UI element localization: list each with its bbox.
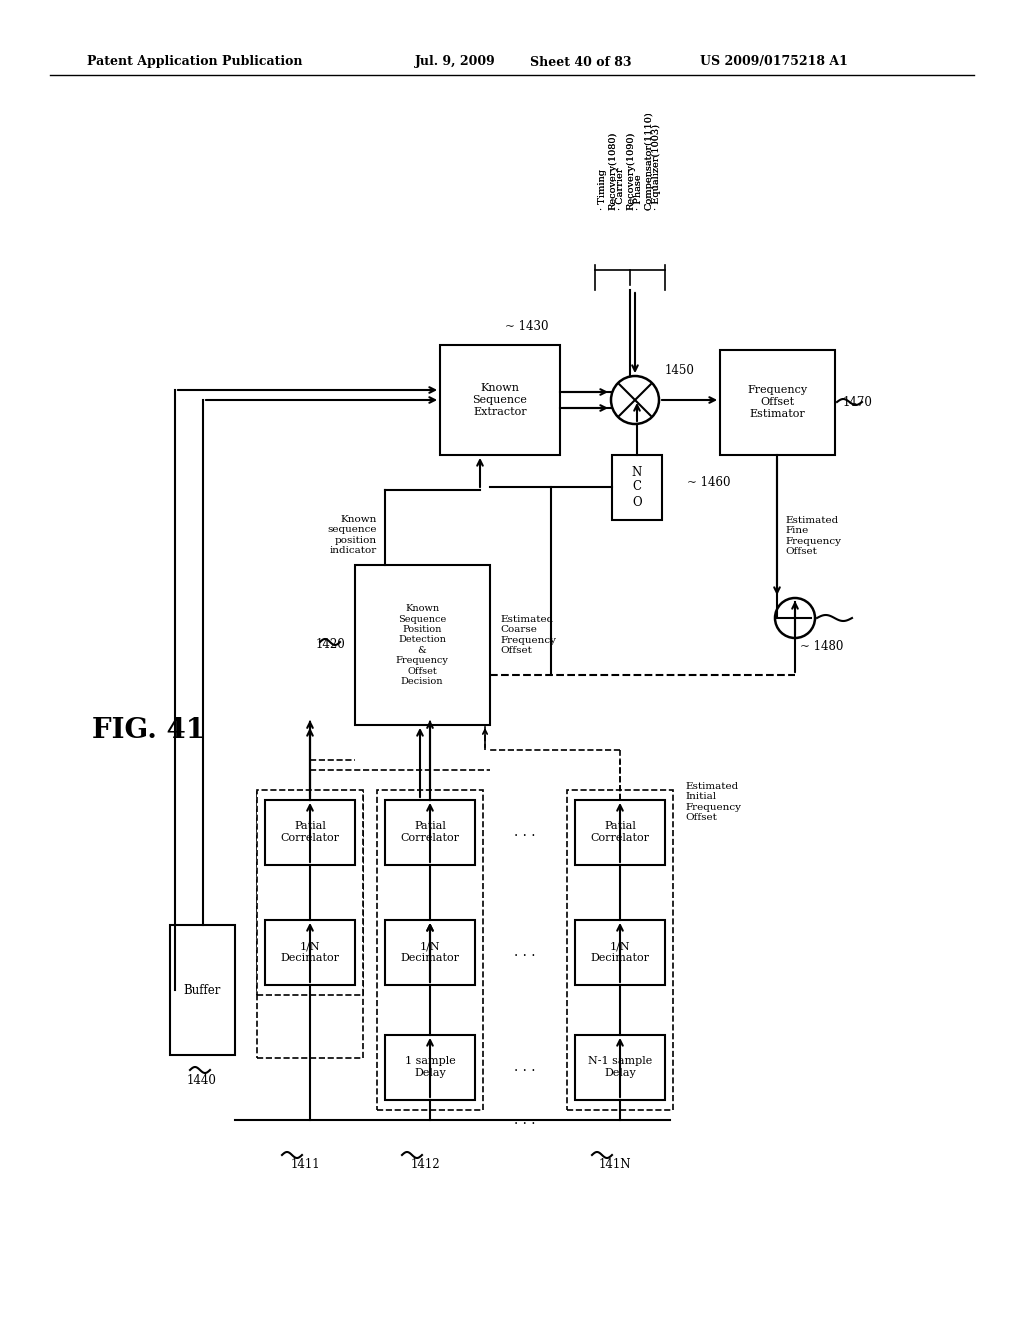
Text: . . .: . . . [514, 1113, 536, 1127]
Bar [612, 455, 662, 520]
Text: N
C
O: N C O [632, 466, 642, 508]
Text: Frequency
Offset
Estimator: Frequency Offset Estimator [746, 385, 807, 418]
Text: · Timing
Recovery(1080): · Timing Recovery(1080) [598, 132, 617, 210]
Text: 1450: 1450 [665, 363, 695, 376]
Bar [355, 565, 490, 725]
Bar [720, 350, 835, 455]
Bar [265, 800, 355, 865]
Text: · Equalizer(1003): · Equalizer(1003) [652, 124, 662, 210]
Text: 1/N
Decimator: 1/N Decimator [400, 941, 460, 962]
Text: Patent Application Publication: Patent Application Publication [87, 55, 302, 69]
Text: Patial
Correlator: Patial Correlator [400, 821, 460, 842]
Bar [257, 792, 362, 1059]
Text: Sheet 40 of 83: Sheet 40 of 83 [530, 55, 632, 69]
Text: Estimated
Initial
Frequency
Offset: Estimated Initial Frequency Offset [685, 781, 741, 822]
Text: Estimated
Fine
Frequency
Offset: Estimated Fine Frequency Offset [785, 516, 841, 556]
Text: Known
Sequence
Position
Detection
&
Frequency
Offset
Decision: Known Sequence Position Detection & Freq… [395, 605, 449, 686]
Text: FIG. 41: FIG. 41 [92, 717, 205, 743]
Text: · Phase
Compensator(1110): · Phase Compensator(1110) [634, 111, 653, 210]
Bar [385, 1035, 475, 1100]
Bar [385, 920, 475, 985]
Text: · Carrier
Recovery(1090): · Carrier Recovery(1090) [616, 132, 636, 210]
Text: 1/N
Decimator: 1/N Decimator [281, 941, 340, 962]
Text: ~ 1460: ~ 1460 [687, 475, 730, 488]
Text: 1470: 1470 [843, 396, 872, 408]
Text: 1411: 1411 [290, 1159, 319, 1172]
Bar [440, 345, 560, 455]
Bar [170, 925, 234, 1055]
Text: 1/N
Decimator: 1/N Decimator [591, 941, 649, 962]
Text: Buffer: Buffer [183, 983, 221, 997]
Bar [575, 800, 665, 865]
Bar [575, 920, 665, 985]
Text: US 2009/0175218 A1: US 2009/0175218 A1 [700, 55, 848, 69]
Bar [575, 1035, 665, 1100]
Bar [567, 789, 673, 1110]
Text: Known
Sequence
Extractor: Known Sequence Extractor [472, 383, 527, 417]
Text: . . .: . . . [514, 1060, 536, 1074]
Text: Jul. 9, 2009: Jul. 9, 2009 [415, 55, 496, 69]
Bar [265, 920, 355, 985]
Text: ~ 1480: ~ 1480 [800, 639, 844, 652]
Text: Estimated
Coarse
Frequency
Offset: Estimated Coarse Frequency Offset [500, 615, 556, 655]
Text: 1420: 1420 [315, 639, 345, 652]
Bar [257, 789, 362, 995]
Bar [377, 789, 483, 1110]
Text: Known
sequence
position
indicator: Known sequence position indicator [328, 515, 377, 556]
Text: · Timing
Recovery(1080): · Timing Recovery(1080) [598, 132, 617, 210]
Text: Patial
Correlator: Patial Correlator [281, 821, 340, 842]
Text: · Carrier
Recovery(1090): · Carrier Recovery(1090) [616, 132, 636, 210]
Text: 1412: 1412 [411, 1159, 440, 1172]
Text: 1 sample
Delay: 1 sample Delay [404, 1056, 456, 1078]
Text: N-1 sample
Delay: N-1 sample Delay [588, 1056, 652, 1078]
Text: 1440: 1440 [187, 1073, 217, 1086]
Text: Patial
Correlator: Patial Correlator [591, 821, 649, 842]
Text: ~ 1430: ~ 1430 [505, 321, 549, 334]
Text: · Equalizer(1003): · Equalizer(1003) [652, 124, 662, 210]
Text: . . .: . . . [514, 945, 536, 960]
Text: 141N: 141N [599, 1159, 631, 1172]
Text: · Phase
Compensator(1110): · Phase Compensator(1110) [634, 111, 653, 210]
Bar [385, 800, 475, 865]
Text: . . .: . . . [514, 825, 536, 840]
